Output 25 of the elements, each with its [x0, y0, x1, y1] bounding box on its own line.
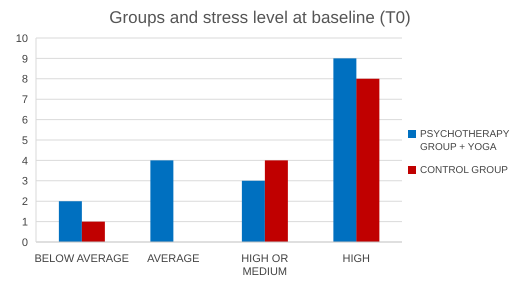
y-tick-label: 1	[22, 216, 28, 229]
legend-label: CONTROL GROUP	[420, 164, 508, 176]
bar	[264, 160, 288, 242]
bar	[356, 78, 380, 242]
bar	[242, 180, 265, 242]
y-tick-label: 2	[22, 196, 28, 208]
x-tick-label: BELOW AVERAGE	[34, 253, 130, 265]
x-tick-label: HIGH	[342, 253, 370, 265]
bar	[150, 160, 174, 242]
y-tick-label: 3	[22, 176, 28, 188]
y-tick-label: 0	[22, 236, 28, 249]
legend-label: PSYCHOTHERAPY GROUP + YOGA	[420, 128, 510, 154]
bar	[333, 58, 356, 242]
y-tick-label: 4	[22, 155, 28, 168]
y-tick-label: 9	[22, 53, 28, 66]
y-tick-label: 6	[22, 114, 28, 127]
chart-title: Groups and stress level at baseline (T0)	[108, 8, 412, 29]
bar	[82, 222, 105, 242]
y-tick-label: 7	[22, 94, 28, 106]
bar	[58, 201, 82, 242]
x-tick-label: AVERAGE	[147, 253, 200, 265]
y-tick-label: 8	[22, 74, 28, 86]
y-tick-label: 10	[16, 32, 28, 45]
x-tick-label: HIGH OR MEDIUM	[241, 253, 288, 278]
y-tick-label: 5	[22, 134, 28, 147]
